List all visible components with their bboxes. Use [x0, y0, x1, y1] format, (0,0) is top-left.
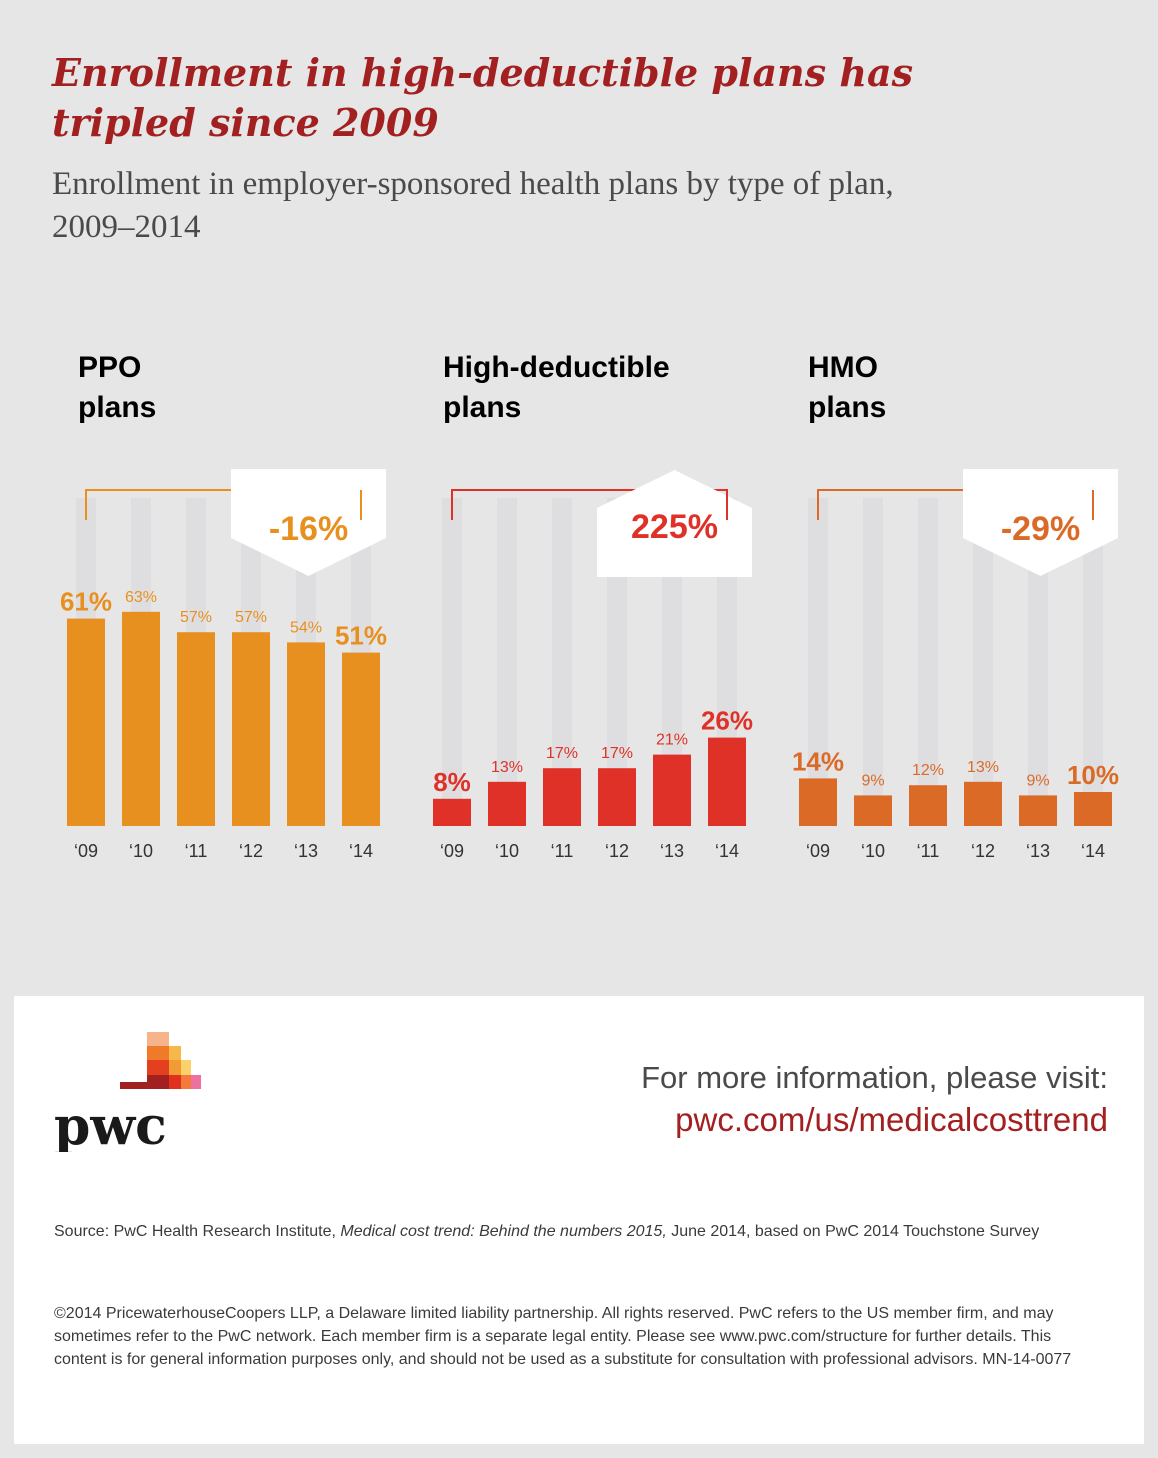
enrollment-bar-charts: -16% 61% ‘09 63% ‘10 57% ‘11 57% ‘12 54% ‘13 51% ‘14… [60, 469, 1119, 861]
hmo-guide-stripe-1 [863, 498, 883, 826]
ppo-value-label-09: 61% [60, 587, 112, 617]
hdhp-guide-stripe-1 [497, 498, 517, 826]
hmo-value-label-10: 9% [861, 772, 884, 789]
hmo-value-label-13: 9% [1026, 772, 1049, 789]
hdhp-value-label-12: 17% [601, 745, 633, 762]
hdhp-bar-13 [653, 754, 691, 826]
more-info: For more information, please visit: pwc.… [641, 1058, 1108, 1142]
hmo-change-label: -29% [1001, 510, 1080, 548]
hmo-bar-11 [909, 785, 947, 826]
ppo-value-label-13: 54% [290, 619, 322, 636]
ppo-change-callout [231, 469, 386, 576]
hdhp-value-label-14: 26% [701, 706, 753, 736]
hdhp-bar-10 [488, 781, 526, 826]
hdhp-value-label-10: 13% [491, 759, 523, 776]
pwc-logo-wordmark: pwc [54, 1096, 167, 1152]
ppo-value-label-12: 57% [235, 609, 267, 626]
ppo-tick-label-12: ‘12 [239, 841, 263, 861]
hmo-tick-label-11: ‘11 [917, 841, 940, 861]
hdhp-panel-title: High-deductible plans [443, 348, 670, 428]
hdhp-guide-stripe-3 [607, 498, 627, 826]
hmo-bar-13 [1019, 795, 1057, 826]
hdhp-tick-label-14: ‘14 [715, 841, 739, 861]
ppo-bar-11 [177, 632, 215, 826]
hdhp-value-label-11: 17% [546, 745, 578, 762]
footer: pwc For more information, please visit: … [14, 996, 1144, 1444]
hmo-panel-title: HMO plans [808, 348, 886, 428]
hdhp-change-callout [597, 470, 752, 577]
hdhp-change-label: 225% [631, 508, 718, 546]
ppo-tick-label-13: ‘13 [294, 841, 318, 861]
hmo-bar-09 [799, 778, 837, 826]
hmo-tick-label-10: ‘10 [861, 841, 885, 861]
hmo-title-line-1: HMO [808, 351, 878, 384]
hdhp-value-label-09: 8% [433, 767, 471, 797]
ppo-tick-label-10: ‘10 [129, 841, 153, 861]
hmo-title-line-2: plans [808, 391, 887, 424]
source-report-title: Medical cost trend: Behind the numbers 2… [340, 1223, 667, 1240]
ppo-bar-09 [67, 618, 105, 826]
copyright-note: ©2014 PricewaterhouseCoopers LLP, a Dela… [54, 1305, 1072, 1368]
hdhp-title-line-1: High-deductible [443, 351, 670, 384]
source-note: Source: PwC Health Research Institute, M… [54, 1220, 1094, 1243]
ppo-title-line-2: plans [78, 391, 157, 424]
ppo-bar-10 [122, 611, 160, 826]
hmo-tick-label-09: ‘09 [806, 841, 830, 861]
ppo-value-label-14: 51% [335, 621, 387, 651]
hmo-value-label-11: 12% [912, 762, 944, 779]
hdhp-bar-09 [433, 798, 471, 826]
hmo-value-label-12: 13% [967, 759, 999, 776]
hdhp-tick-label-11: ‘11 [551, 841, 574, 861]
hdhp-bar-11 [543, 768, 581, 826]
ppo-tick-label-09: ‘09 [74, 841, 98, 861]
hmo-bar-14 [1074, 792, 1112, 826]
hmo-guide-stripe-5 [1083, 498, 1103, 826]
hdhp-guide-stripe-2 [552, 498, 572, 826]
hmo-guide-stripe-3 [973, 498, 993, 826]
ppo-bar-12 [232, 632, 270, 826]
hdhp-tick-label-10: ‘10 [495, 841, 519, 861]
ppo-change-label: -16% [269, 510, 348, 548]
hdhp-tick-label-09: ‘09 [440, 841, 464, 861]
hmo-tick-label-14: ‘14 [1081, 841, 1105, 861]
ppo-tick-label-14: ‘14 [349, 841, 373, 861]
hmo-value-label-14: 10% [1067, 760, 1119, 790]
hmo-bar-12 [964, 781, 1002, 826]
hdhp-bar-12 [598, 768, 636, 826]
hmo-tick-label-13: ‘13 [1026, 841, 1050, 861]
source-prefix: Source: PwC Health Research Institute, [54, 1223, 341, 1240]
ppo-panel-title: PPO plans [78, 348, 156, 428]
hdhp-bar-14 [708, 737, 746, 826]
hdhp-guide-stripe-0 [442, 498, 462, 826]
more-info-label: For more information, please visit: [641, 1060, 1108, 1095]
hdhp-value-label-13: 21% [656, 732, 688, 749]
hmo-value-label-09: 14% [792, 746, 844, 776]
hmo-change-callout [963, 469, 1118, 576]
ppo-bar-14 [342, 652, 380, 826]
page-title: Enrollment in high-deductible plans has … [52, 50, 913, 145]
hdhp-tick-label-13: ‘13 [660, 841, 684, 861]
ppo-title-line-1: PPO [78, 351, 142, 384]
hdhp-title-line-2: plans [443, 391, 522, 424]
ppo-bar-13 [287, 642, 325, 826]
hdhp-tick-label-12: ‘12 [605, 841, 629, 861]
more-info-link[interactable]: pwc.com/us/medicalcosttrend [675, 1101, 1108, 1138]
ppo-tick-label-11: ‘11 [185, 841, 208, 861]
hmo-bar-10 [854, 795, 892, 826]
hmo-guide-stripe-2 [918, 498, 938, 826]
page-subtitle: Enrollment in employer-sponsored health … [52, 166, 894, 245]
hmo-guide-stripe-4 [1028, 498, 1048, 826]
hmo-tick-label-12: ‘12 [971, 841, 995, 861]
hmo-guide-stripe-0 [808, 498, 828, 826]
hdhp-guide-stripe-4 [662, 498, 682, 826]
pwc-logo: pwc [54, 1032, 224, 1157]
ppo-value-label-10: 63% [125, 589, 157, 606]
ppo-value-label-11: 57% [180, 609, 212, 626]
source-suffix: June 2014, based on PwC 2014 Touchstone … [666, 1223, 1040, 1240]
